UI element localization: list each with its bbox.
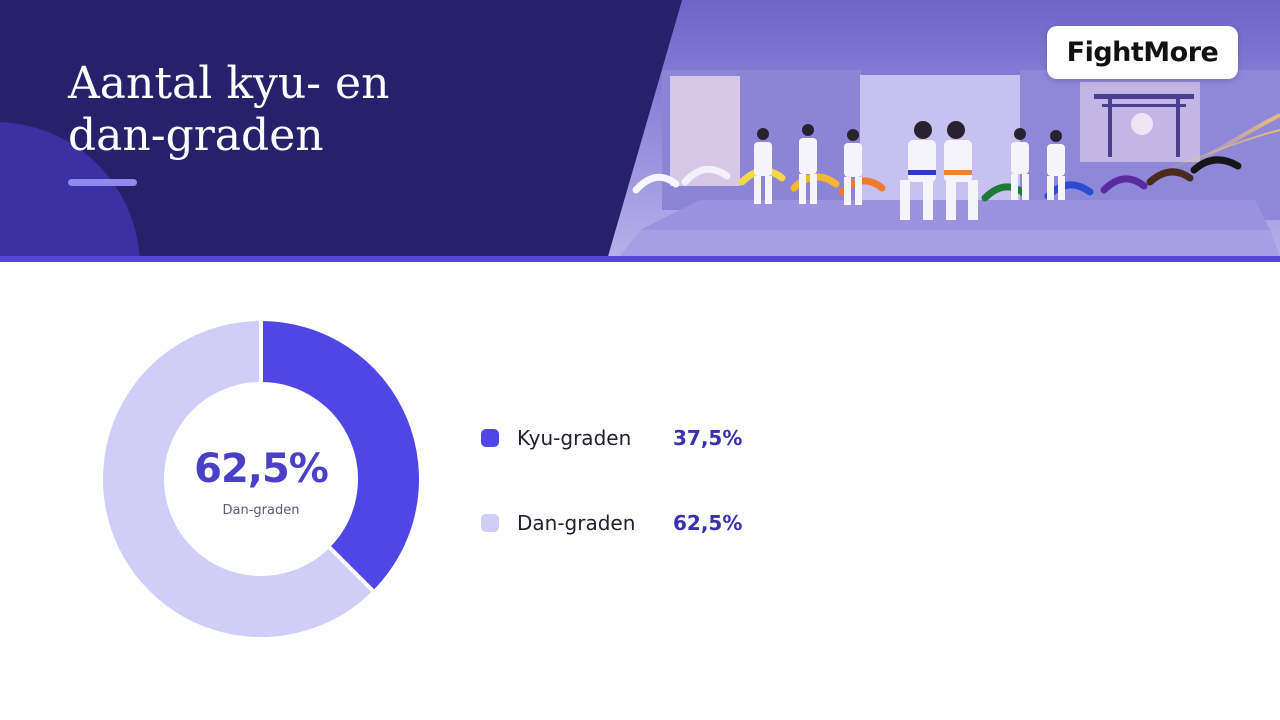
title-accent-bar: [68, 179, 137, 186]
legend-value-kyu: 37,5%: [673, 426, 743, 450]
logo-text: FightMore: [1066, 37, 1219, 68]
page-title-line-1: Aantal kyu- en: [68, 58, 390, 109]
page-title: Aantal kyu- en dan-graden: [68, 58, 548, 162]
page-title-line-2: dan-graden: [68, 110, 324, 161]
legend-item-dan: Dan-graden 62,5%: [480, 503, 780, 543]
legend-label-kyu: Kyu-graden: [517, 426, 632, 450]
legend-value-dan: 62,5%: [673, 511, 743, 535]
torii-gate-icon: [1094, 94, 1194, 157]
dojo-illustration: [0, 0, 1280, 256]
legend-swatch-kyu: [481, 429, 499, 447]
chart-legend: Kyu-graden 37,5% Dan-graden 62,5%: [480, 418, 780, 588]
header: Aantal kyu- en dan-graden FightMore: [0, 0, 1280, 262]
donut-slice-dan: [100, 318, 377, 640]
donut-center-value: 62,5%: [194, 446, 329, 492]
donut-slice-kyu: [259, 318, 422, 595]
fightmore-logo: FightMore: [1047, 26, 1238, 79]
judoka-figures: [754, 121, 1065, 220]
legend-label-dan: Dan-graden: [517, 511, 636, 535]
donut-chart: [100, 318, 422, 640]
donut-center-label: Dan-graden: [222, 503, 300, 518]
legend-item-kyu: Kyu-graden 37,5%: [480, 418, 780, 458]
header-divider: [0, 256, 1280, 262]
legend-swatch-dan: [481, 514, 499, 532]
